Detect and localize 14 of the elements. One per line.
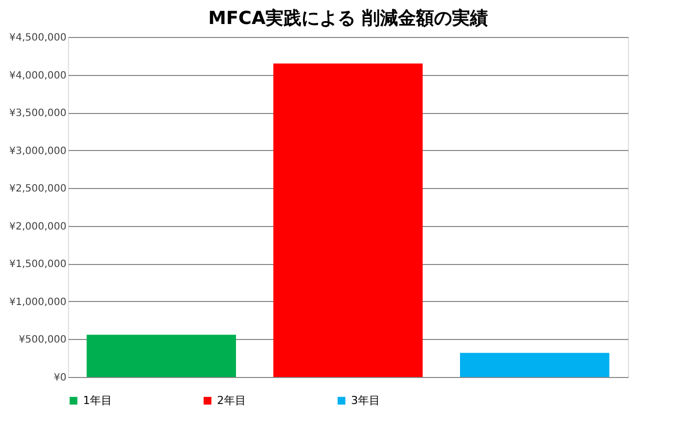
y-tick-label: ¥1,500,000 [9, 259, 66, 270]
y-tick-label: ¥4,500,000 [9, 32, 66, 44]
legend-label: 1年目 [83, 394, 112, 407]
y-tick-label: ¥2,500,000 [9, 184, 66, 195]
y-tick-label: ¥3,000,000 [9, 146, 66, 157]
chart-title: MFCA実践による 削減金額の実績 [208, 8, 488, 29]
legend-label: 2年目 [217, 394, 246, 407]
y-tick-label: ¥1,000,000 [9, 296, 66, 308]
y-tick-label: ¥500,000 [18, 334, 66, 346]
y-tick-label: ¥0 [54, 372, 66, 384]
legend-label: 3年目 [351, 394, 380, 407]
y-tick-label: ¥3,500,000 [9, 108, 66, 120]
y-tick-label: ¥2,000,000 [9, 221, 66, 232]
y-tick-label: ¥4,000,000 [9, 70, 66, 82]
